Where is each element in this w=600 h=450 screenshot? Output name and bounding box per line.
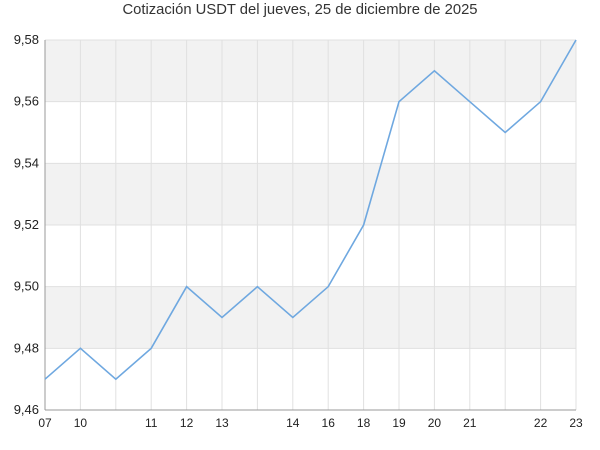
- svg-text:23: 23: [569, 416, 583, 430]
- svg-text:9,52: 9,52: [14, 217, 39, 232]
- svg-text:9,46: 9,46: [14, 402, 39, 417]
- svg-text:10: 10: [74, 416, 88, 430]
- svg-text:14: 14: [286, 416, 300, 430]
- svg-text:18: 18: [357, 416, 371, 430]
- svg-text:19: 19: [392, 416, 406, 430]
- svg-text:11: 11: [145, 416, 158, 430]
- svg-text:07: 07: [38, 416, 52, 430]
- svg-text:9,58: 9,58: [14, 32, 39, 47]
- svg-text:16: 16: [322, 416, 336, 430]
- svg-text:9,54: 9,54: [14, 155, 39, 170]
- svg-text:22: 22: [534, 416, 548, 430]
- svg-text:9,48: 9,48: [14, 340, 39, 355]
- svg-text:21: 21: [463, 416, 477, 430]
- svg-text:9,56: 9,56: [14, 94, 39, 109]
- svg-text:20: 20: [428, 416, 442, 430]
- svg-text:13: 13: [215, 416, 229, 430]
- svg-text:12: 12: [180, 416, 194, 430]
- svg-text:9,50: 9,50: [14, 279, 39, 294]
